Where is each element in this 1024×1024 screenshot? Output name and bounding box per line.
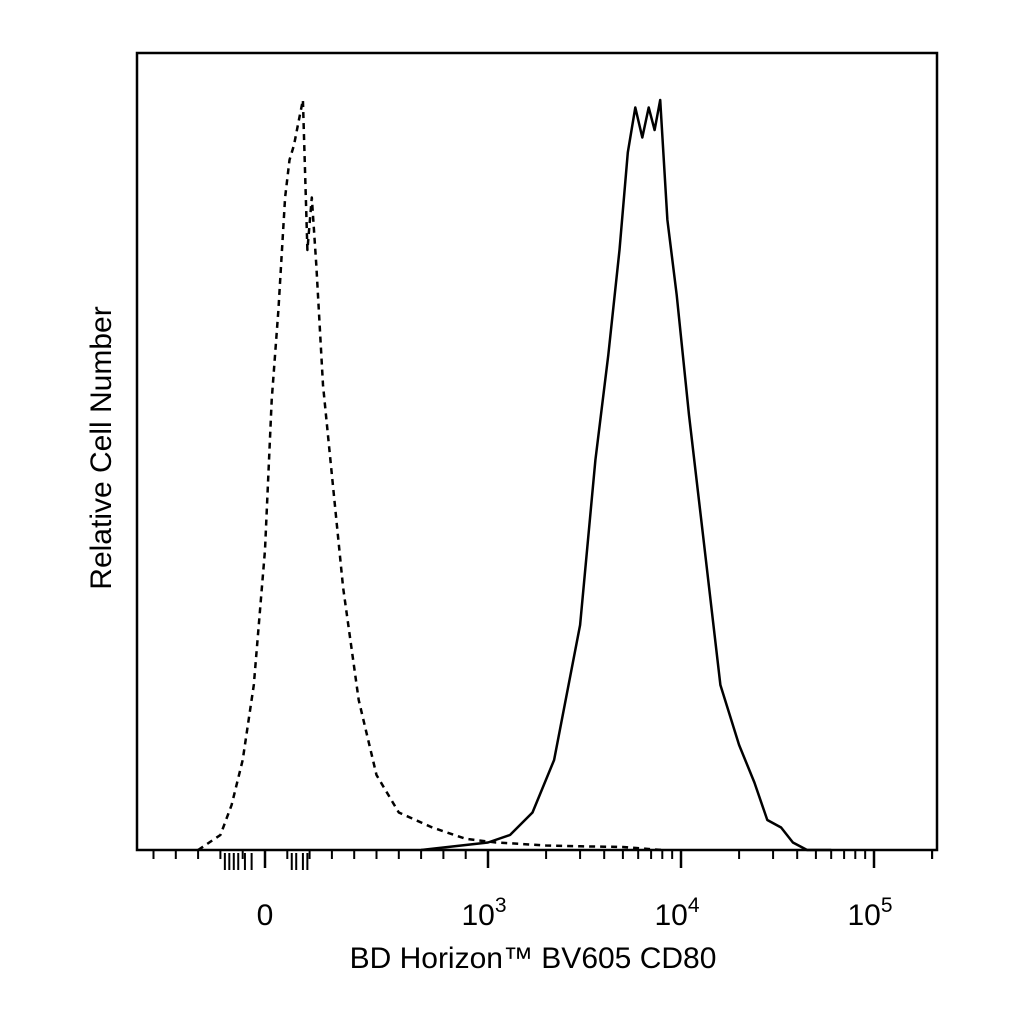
y-axis-title: Relative Cell Number [85,306,118,589]
series-line-solid [420,98,832,852]
x-tick-label: 104 [654,894,699,932]
x-minor-ticks [152,850,934,870]
x-major-ticks [263,850,876,868]
x-tick-label: 0 [257,899,274,932]
x-tick-labels: 0 103 104 105 [257,894,893,932]
x-axis-title: BD Horizon™ BV605 CD80 [350,942,717,975]
series-line-dashed [197,98,663,852]
x-tick-label: 105 [847,894,892,932]
plot-frame [135,51,939,852]
series-layer [197,98,832,852]
x-tick-label: 103 [461,894,506,932]
